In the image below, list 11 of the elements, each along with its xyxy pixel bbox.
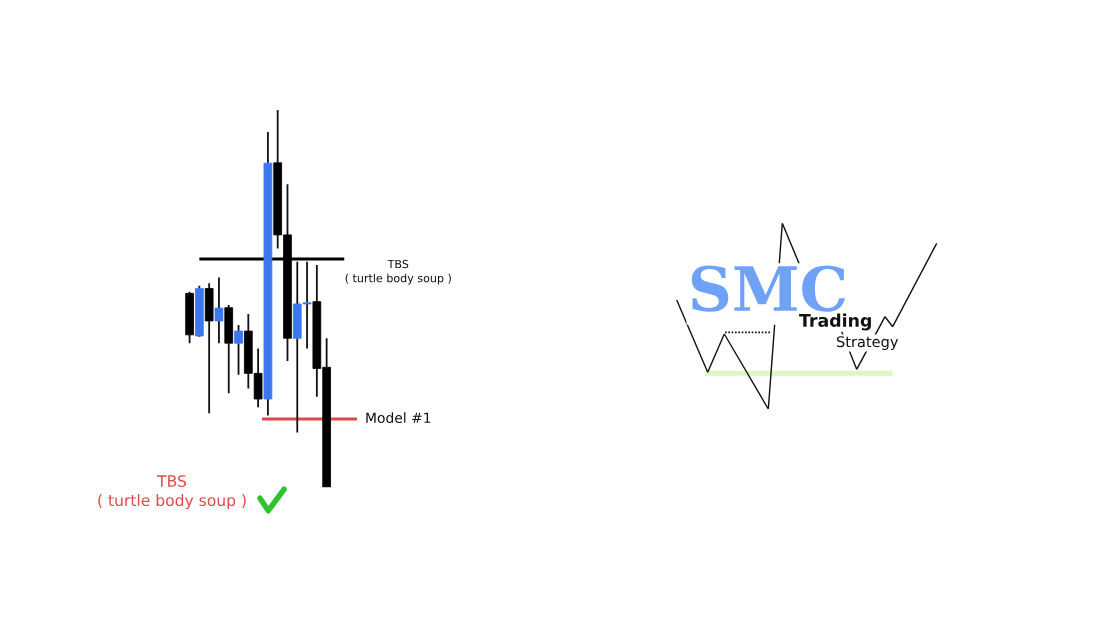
candlestick — [263, 130, 273, 417]
text: SMC — [691, 265, 846, 312]
candlestick — [204, 282, 214, 415]
text: Trading — [799, 313, 871, 331]
candlestick — [234, 324, 243, 376]
candlestick — [214, 276, 224, 345]
annotation: TBS ( turtle body soup ) — [98, 475, 246, 510]
ref-line-label: Model #1 — [366, 412, 431, 424]
candlestick — [224, 304, 234, 395]
ref-line-label: TBS ( turtle body soup ) — [345, 259, 451, 285]
text: Strategy — [836, 336, 899, 351]
